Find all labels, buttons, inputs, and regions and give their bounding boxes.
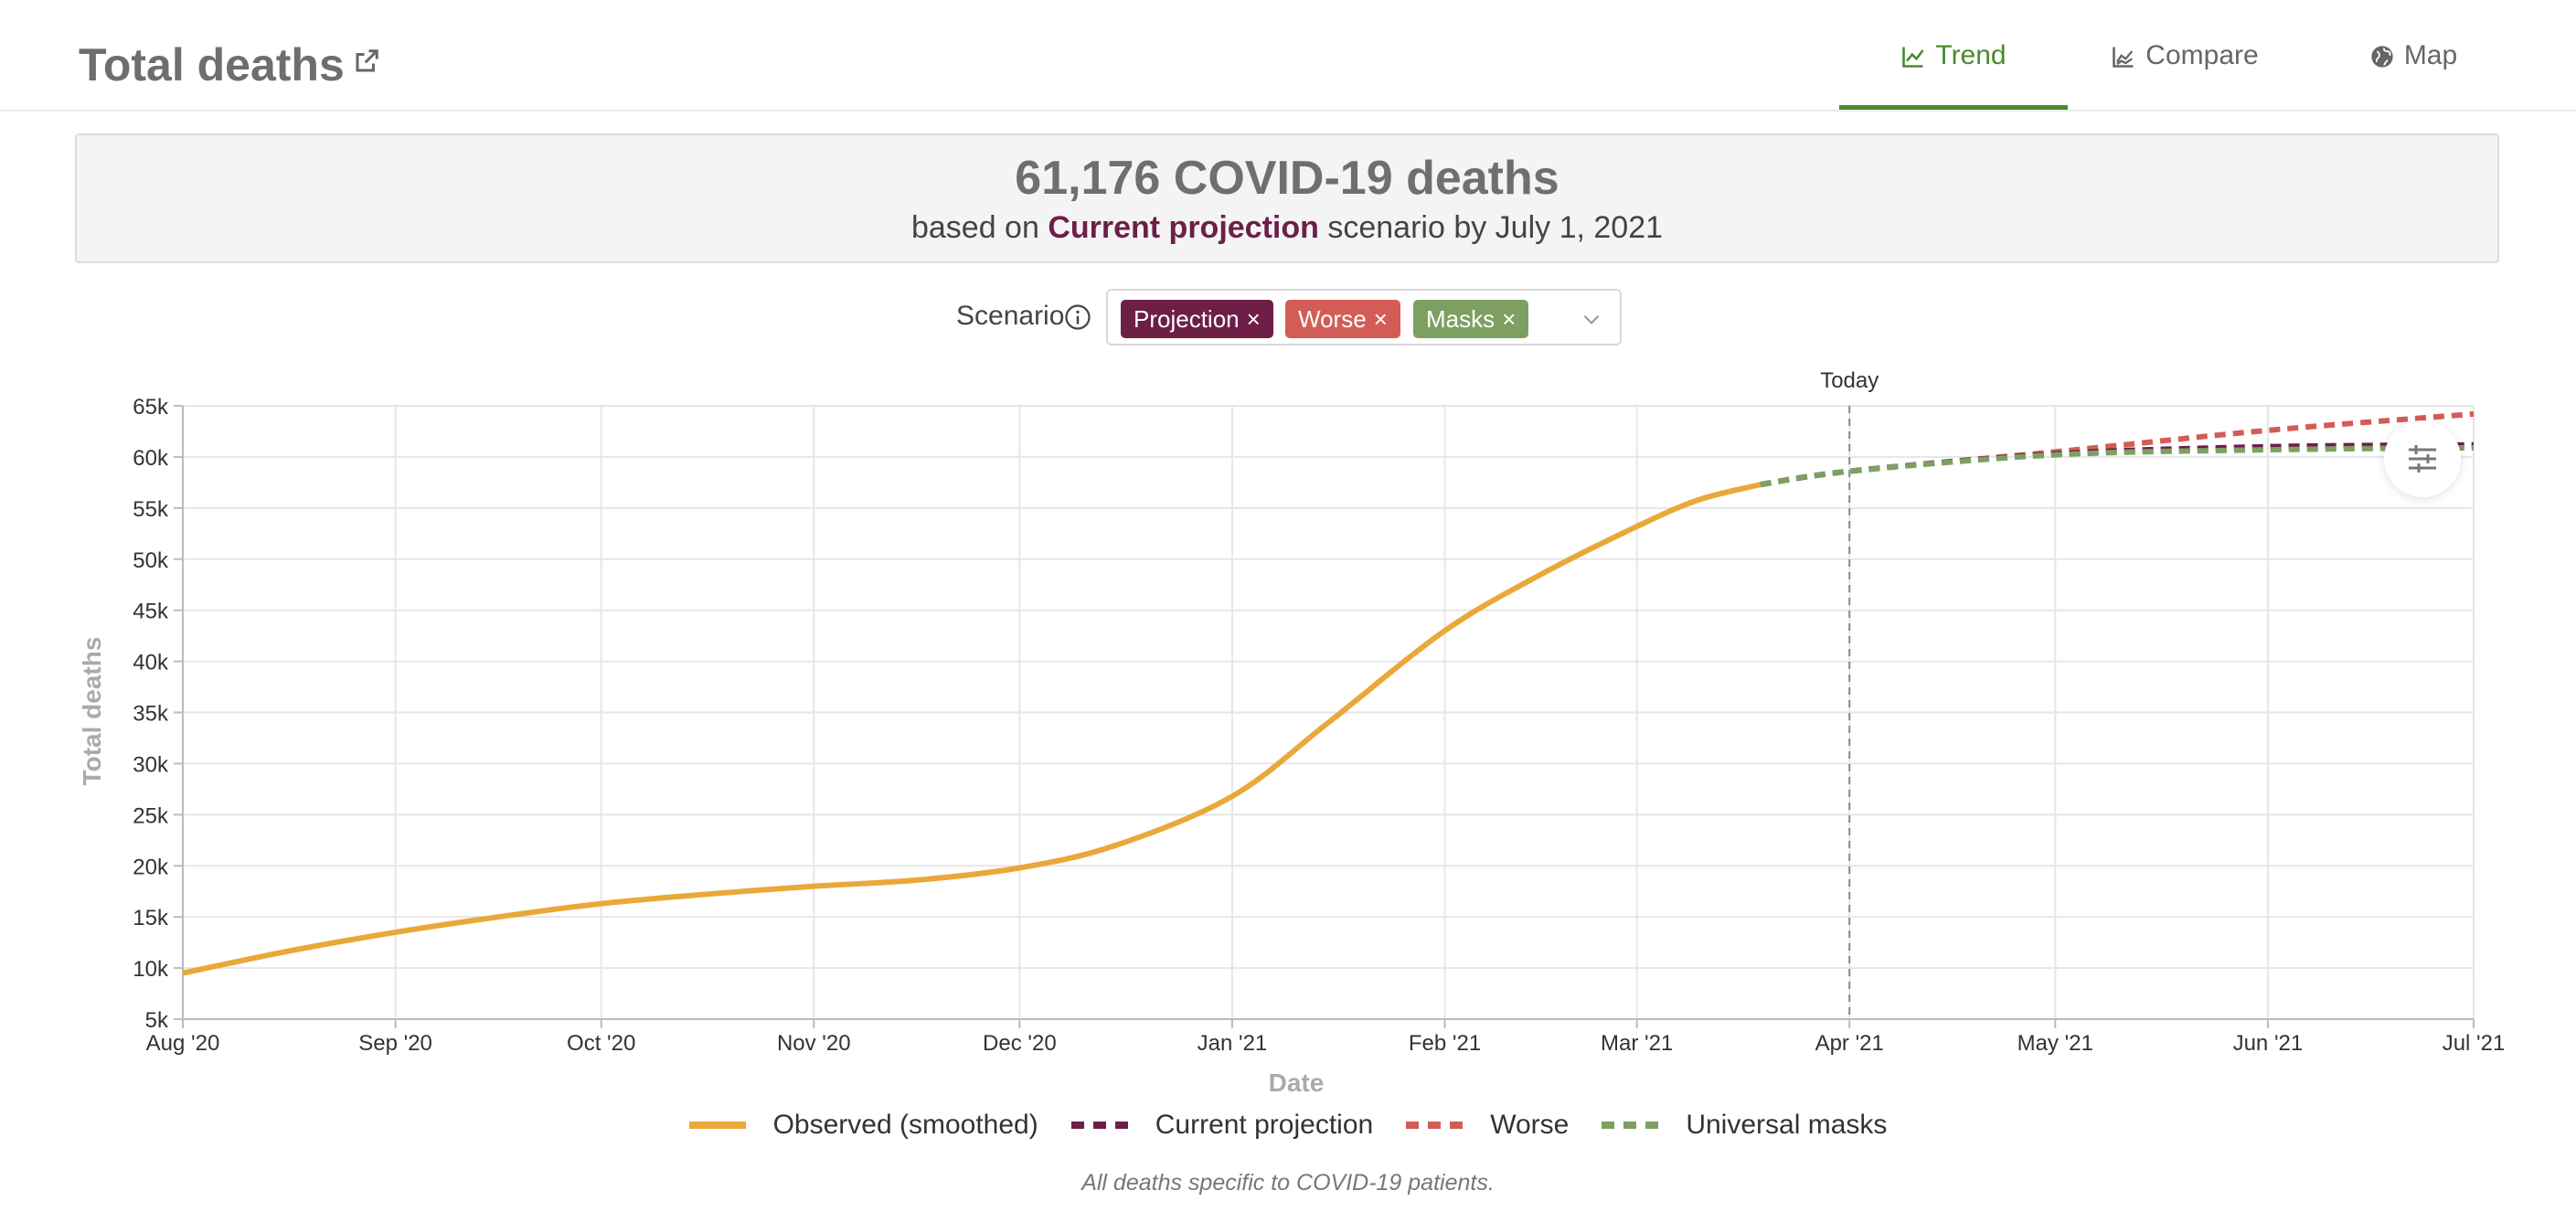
legend-item-current-projection[interactable]: Current projection [1070, 1110, 1374, 1141]
legend-label: Current projection [1155, 1110, 1374, 1140]
chart-settings-button[interactable] [2384, 420, 2461, 497]
legend-swatch [1602, 1122, 1659, 1129]
legend-label: Universal masks [1686, 1110, 1888, 1140]
scenario-select[interactable]: Projection × Worse × Masks × [1106, 289, 1622, 346]
legend-item-worse[interactable]: Worse [1406, 1110, 1569, 1141]
close-icon[interactable]: × [1502, 305, 1517, 333]
summary-subline: based on Current projection scenario by … [77, 207, 2497, 249]
x-tick-label: Mar '21 [1601, 1031, 1673, 1056]
scenario-chip-projection[interactable]: Projection × [1121, 300, 1273, 338]
page-title: Total deaths [79, 39, 345, 90]
legend-label: Worse [1490, 1110, 1570, 1140]
y-tick-label: 60k [133, 446, 169, 471]
series-line-observed-smoothed [182, 482, 1762, 976]
x-tick-label: May '21 [2017, 1031, 2093, 1056]
close-icon[interactable]: × [1246, 305, 1261, 333]
legend-item-universal-masks[interactable]: Universal masks [1602, 1110, 1887, 1141]
legend-item-observed[interactable]: Observed (smoothed) [688, 1110, 1038, 1141]
legend-swatch [688, 1122, 746, 1129]
tab-trend[interactable]: Trend [1839, 40, 2068, 110]
legend-label: Observed (smoothed) [772, 1110, 1038, 1140]
chart-series [182, 410, 2475, 976]
legend-swatch [1406, 1122, 1464, 1129]
tab-compare[interactable]: Compare [2102, 40, 2267, 110]
x-tick-label: Jul '21 [2443, 1031, 2506, 1056]
tab-trend-label: Trend [1935, 40, 2007, 70]
y-tick-label: 30k [133, 752, 169, 777]
chart-grid [182, 405, 2475, 1020]
x-tick-label: Dec '20 [983, 1031, 1057, 1056]
globe-icon [2371, 46, 2393, 68]
x-tick-label: Sep '20 [358, 1031, 432, 1056]
chart-footnote: All deaths specific to COVID-19 patients… [1081, 1170, 1495, 1196]
x-tick-label: Nov '20 [777, 1031, 851, 1056]
tab-compare-label: Compare [2145, 40, 2259, 70]
x-tick-label: Feb '21 [1409, 1031, 1481, 1056]
y-tick-label: 45k [133, 600, 169, 624]
x-tick-label: Aug '20 [146, 1031, 220, 1056]
scenario-chip-masks[interactable]: Masks × [1413, 300, 1529, 338]
scenario-label: Scenario [956, 301, 1065, 331]
y-tick-label: 20k [133, 855, 169, 879]
chip-label: Masks [1426, 305, 1496, 333]
chart-legend: Observed (smoothed) Current projection W… [0, 1110, 2576, 1141]
summary-suffix: scenario by July 1, 2021 [1327, 210, 1664, 245]
x-tick-label: Jan '21 [1198, 1031, 1268, 1056]
y-tick-label: 10k [133, 957, 169, 982]
summary-prefix: based on [910, 210, 1039, 245]
tab-map-label: Map [2403, 40, 2458, 70]
page-header: Total deaths Trend Compare Map [0, 0, 2576, 112]
y-tick-label: 5k [145, 1008, 169, 1033]
x-tick-label: Jun '21 [2233, 1031, 2304, 1056]
series-line-universal-masks [1760, 444, 2475, 488]
external-link-icon[interactable] [353, 48, 380, 75]
legend-swatch [1070, 1122, 1128, 1129]
summary-box: 61,176 COVID-19 deaths based on Current … [75, 133, 2499, 263]
y-tick-label: 15k [133, 906, 169, 930]
total-deaths-chart: 5k 10k 15k 20k 25k 30k 35k 40k 45k 50k 55k 60k 65k Au… [78, 368, 2505, 1097]
close-icon[interactable]: × [1373, 305, 1388, 333]
chevron-down-icon[interactable] [1580, 307, 1603, 331]
y-tick-label: 25k [133, 803, 169, 828]
x-axis-label: Date [1269, 1068, 1325, 1097]
info-icon[interactable] [1064, 303, 1091, 331]
today-label: Today [1820, 368, 1879, 393]
chip-label: Projection [1134, 305, 1240, 333]
area-chart-icon [2113, 47, 2134, 68]
chip-label: Worse [1298, 305, 1367, 333]
y-tick-label: 50k [133, 548, 169, 573]
y-tick-label: 35k [133, 702, 169, 727]
y-tick-label: 55k [133, 497, 169, 522]
y-tick-label: 65k [133, 395, 169, 420]
sliders-icon [2409, 445, 2436, 473]
chart-axes: 5k 10k 15k 20k 25k 30k 35k 40k 45k 50k 55k 60k 65k Au… [133, 395, 2505, 1056]
x-tick-label: Oct '20 [567, 1031, 635, 1056]
summary-headline: 61,176 COVID-19 deaths [1015, 152, 1559, 205]
y-tick-label: 40k [133, 651, 169, 675]
y-axis-label: Total deaths [78, 637, 106, 786]
today-annotation: Today [1820, 368, 1879, 1019]
x-tick-label: Apr '21 [1815, 1031, 1884, 1056]
line-chart-icon [1902, 47, 1924, 68]
scenario-chip-worse[interactable]: Worse × [1285, 300, 1400, 338]
tab-map[interactable]: Map [2358, 40, 2468, 110]
summary-scenario-name: Current projection [1048, 210, 1319, 245]
